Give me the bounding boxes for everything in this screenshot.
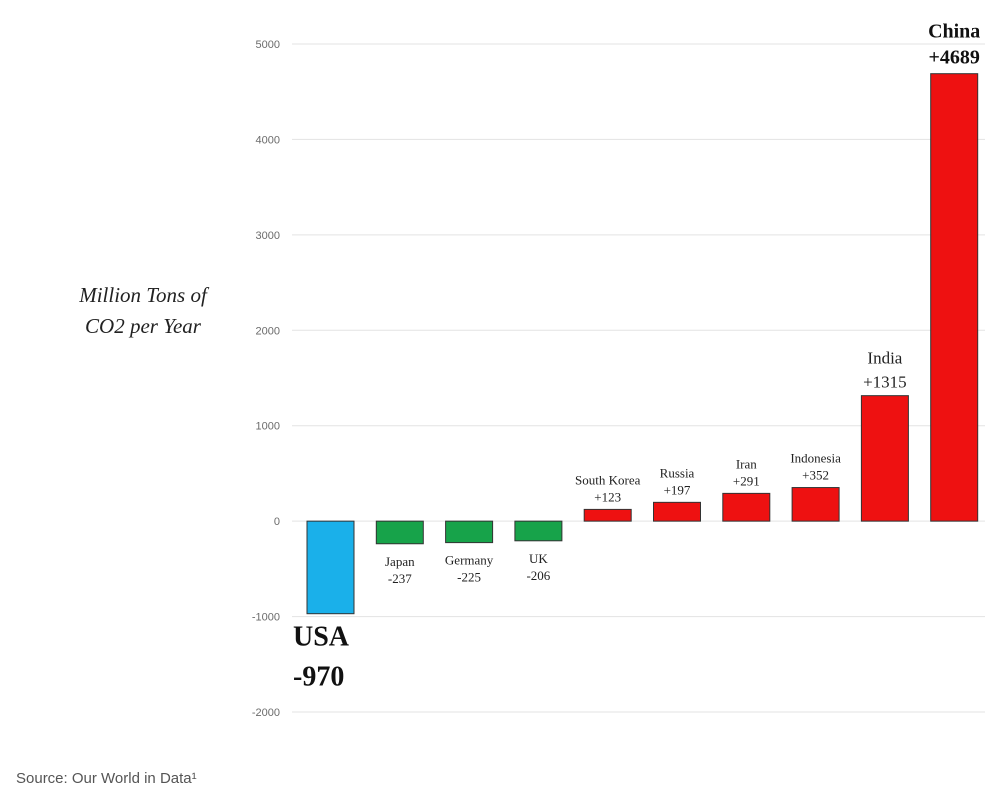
y-axis-label: Million Tons of CO2 per Year xyxy=(78,283,210,338)
bar-value-label: +197 xyxy=(664,482,691,497)
bar-category-label: China xyxy=(928,21,980,43)
bar-labels: USA -970 Japan -237 Germany -225 UK -206 South K… xyxy=(293,21,980,693)
bar-value-label: +1315 xyxy=(863,373,907,392)
bar-category-label: UK xyxy=(529,551,548,566)
bar-value-label: -970 xyxy=(293,662,344,693)
bar-category-label: India xyxy=(867,349,902,368)
bar-value-label: +4689 xyxy=(928,47,979,69)
bar-category-label: Russia xyxy=(660,465,695,480)
y-tick-label: 0 xyxy=(274,516,280,528)
bars xyxy=(306,73,979,615)
y-axis-ticks: 5000 4000 3000 2000 1000 0 -1000 -2000 xyxy=(252,39,280,719)
bar-category-label: South Korea xyxy=(575,472,641,487)
bar-value-label: -206 xyxy=(526,568,550,583)
y-tick-label: 4000 xyxy=(256,134,280,146)
bar-usa xyxy=(306,520,355,615)
y-axis-label-line-1: Million Tons of xyxy=(78,283,210,307)
bar-value-label: +291 xyxy=(733,473,760,488)
y-tick-label: 2000 xyxy=(256,325,280,337)
y-tick-label: 1000 xyxy=(256,421,280,433)
y-tick-label: -1000 xyxy=(252,612,280,624)
bar-china xyxy=(930,73,979,522)
bar-uk xyxy=(514,520,563,542)
bar-iran xyxy=(722,492,771,522)
y-tick-label: -2000 xyxy=(252,707,280,719)
bar-value-label: -225 xyxy=(457,570,481,585)
bar-category-label: Iran xyxy=(736,456,757,471)
bar-russia xyxy=(653,501,701,522)
bar-category-label: USA xyxy=(293,622,350,653)
bar-japan xyxy=(375,520,424,545)
y-tick-label: 5000 xyxy=(256,39,280,51)
bar-value-label: +352 xyxy=(802,468,829,483)
bar-value-label: -237 xyxy=(388,571,412,586)
bar-germany xyxy=(445,520,494,544)
y-axis-label-line-2: CO2 per Year xyxy=(85,314,202,338)
bar-india xyxy=(860,395,909,522)
bar-indonesia xyxy=(791,487,840,522)
bar-category-label: Indonesia xyxy=(790,451,841,466)
bar-south-korea xyxy=(583,508,632,522)
y-tick-label: 3000 xyxy=(256,230,280,242)
bar-category-label: Japan xyxy=(385,554,415,569)
source-note: Source: Our World in Data¹ xyxy=(16,770,197,787)
bar-value-label: +123 xyxy=(594,489,621,504)
bar-category-label: Germany xyxy=(445,553,494,568)
